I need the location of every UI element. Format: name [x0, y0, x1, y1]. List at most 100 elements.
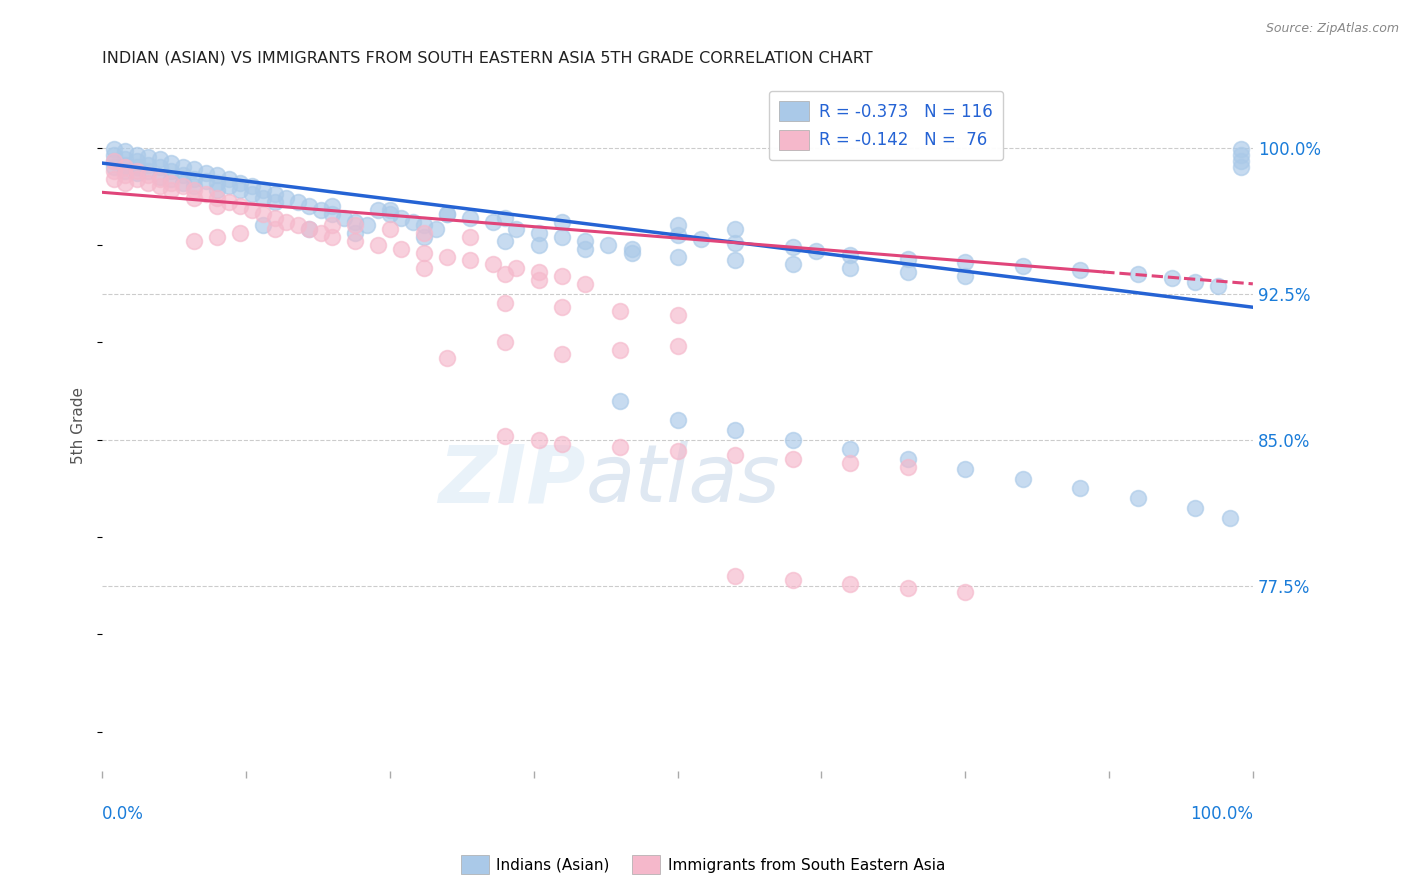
Point [263, 222, 285, 236]
Text: Source: ZipAtlas.com: Source: ZipAtlas.com [1265, 22, 1399, 36]
Point [114, 168, 136, 182]
Point [103, 143, 125, 157]
Point [207, 168, 229, 182]
Point [839, 576, 862, 591]
Point [103, 148, 125, 162]
Point [574, 234, 596, 248]
Point [460, 211, 482, 225]
Point [897, 459, 920, 474]
Text: atlas: atlas [585, 442, 780, 519]
Text: 100.0%: 100.0% [1189, 805, 1253, 823]
Point [436, 207, 458, 221]
Point [897, 581, 920, 595]
Point [724, 569, 747, 583]
Point [276, 191, 298, 205]
Point [125, 171, 148, 186]
Point [160, 183, 183, 197]
Point [529, 265, 551, 279]
Point [160, 164, 183, 178]
Point [436, 351, 458, 365]
Point [229, 226, 252, 240]
Point [1011, 472, 1033, 486]
Point [356, 219, 378, 233]
Point [529, 273, 551, 287]
Point [897, 252, 920, 266]
Point [344, 219, 367, 233]
Point [136, 164, 159, 178]
Point [529, 238, 551, 252]
Point [240, 179, 263, 194]
Point [344, 214, 367, 228]
Point [183, 171, 205, 186]
Point [309, 202, 332, 217]
Point [229, 183, 252, 197]
Point [114, 158, 136, 172]
Point [494, 234, 516, 248]
Point [402, 214, 425, 228]
Point [136, 158, 159, 172]
Point [897, 265, 920, 279]
Point [1126, 267, 1149, 281]
Point [103, 164, 125, 178]
Point [172, 176, 194, 190]
Point [1208, 278, 1230, 293]
Point [1230, 160, 1253, 174]
Point [609, 441, 631, 455]
Point [505, 222, 527, 236]
Point [620, 242, 643, 256]
Point [574, 242, 596, 256]
Point [218, 195, 240, 210]
Point [1126, 491, 1149, 505]
Y-axis label: 5th Grade: 5th Grade [72, 386, 86, 464]
Point [436, 250, 458, 264]
Point [160, 156, 183, 170]
Point [114, 152, 136, 166]
Point [321, 199, 343, 213]
Point [1230, 148, 1253, 162]
Point [1184, 500, 1206, 515]
Point [1219, 510, 1241, 524]
Point [1011, 260, 1033, 274]
Point [782, 240, 804, 254]
Point [298, 222, 321, 236]
Point [207, 230, 229, 244]
Point [103, 154, 125, 169]
Point [494, 429, 516, 443]
Point [482, 214, 505, 228]
Point [287, 219, 309, 233]
Point [149, 152, 172, 166]
Point [804, 244, 827, 258]
Point [782, 433, 804, 447]
Text: 0.0%: 0.0% [103, 805, 143, 823]
Legend: Indians (Asian), Immigrants from South Eastern Asia: Indians (Asian), Immigrants from South E… [456, 849, 950, 880]
Point [494, 211, 516, 225]
Point [321, 230, 343, 244]
Point [172, 179, 194, 194]
Point [782, 452, 804, 467]
Point [724, 253, 747, 268]
Point [609, 304, 631, 318]
Point [114, 164, 136, 178]
Point [367, 238, 389, 252]
Point [172, 168, 194, 182]
Point [149, 171, 172, 186]
Point [666, 250, 689, 264]
Point [149, 179, 172, 194]
Point [298, 222, 321, 236]
Point [218, 179, 240, 194]
Point [666, 339, 689, 353]
Point [1230, 154, 1253, 169]
Point [666, 219, 689, 233]
Point [207, 176, 229, 190]
Point [425, 222, 447, 236]
Point [240, 202, 263, 217]
Point [620, 245, 643, 260]
Point [103, 171, 125, 186]
Point [207, 191, 229, 205]
Point [333, 211, 356, 225]
Point [413, 226, 436, 240]
Point [953, 268, 976, 283]
Point [183, 191, 205, 205]
Point [125, 148, 148, 162]
Point [309, 226, 332, 240]
